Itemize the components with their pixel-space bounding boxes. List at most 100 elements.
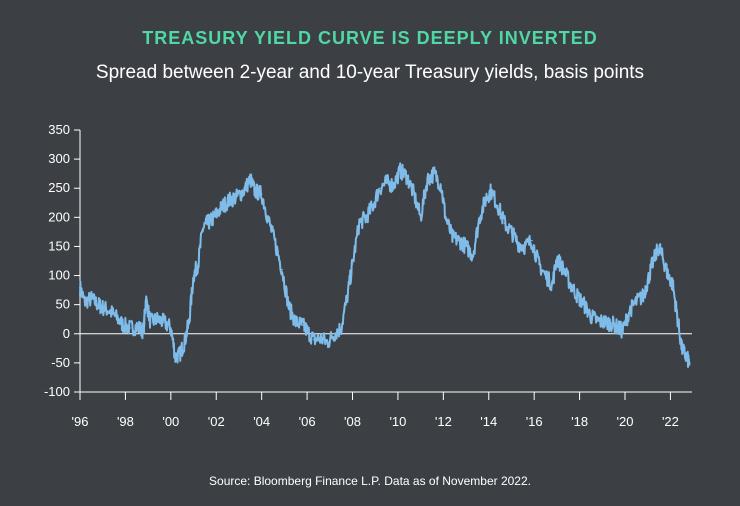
x-tick-label: '18	[571, 414, 588, 429]
y-tick-label: -100	[44, 384, 70, 399]
data-point	[576, 295, 579, 297]
x-tick-label: '22	[662, 414, 679, 429]
data-point	[129, 327, 131, 329]
data-point	[642, 295, 644, 297]
x-tick-label: '16	[526, 414, 543, 429]
y-tick-label: 200	[48, 209, 70, 224]
data-point	[358, 222, 361, 224]
data-point	[242, 190, 245, 192]
data-point	[392, 184, 395, 187]
data-point	[319, 337, 322, 340]
x-tick-label: '12	[435, 414, 452, 429]
data-point	[90, 298, 93, 300]
data-point	[156, 318, 159, 321]
data-point	[192, 274, 195, 277]
data-point	[490, 190, 492, 192]
data-point	[79, 286, 81, 289]
data-point	[101, 306, 104, 309]
data-point	[531, 239, 533, 242]
data-point	[254, 190, 256, 192]
data-point	[301, 324, 304, 326]
data-point	[524, 245, 526, 248]
data-point	[662, 260, 665, 262]
data-point	[215, 213, 218, 216]
x-tick-label: '98	[117, 414, 134, 429]
data-point	[458, 239, 461, 242]
data-point	[274, 242, 277, 245]
data-point	[365, 216, 367, 219]
data-point	[372, 204, 374, 207]
data-point	[671, 283, 674, 286]
data-point	[188, 321, 190, 323]
data-point	[628, 309, 631, 312]
data-point	[603, 321, 606, 323]
data-point	[676, 315, 679, 318]
data-point	[433, 172, 436, 175]
data-point	[378, 187, 381, 190]
x-tick-label: '06	[299, 414, 316, 429]
y-tick-label: -50	[51, 355, 70, 370]
data-point	[440, 184, 442, 187]
series-line	[79, 162, 691, 368]
y-tick-label: 350	[48, 122, 70, 137]
data-point	[145, 298, 147, 300]
data-point	[206, 222, 208, 224]
data-point	[313, 338, 315, 341]
data-point	[617, 327, 619, 329]
chart-title: TREASURY YIELD CURVE IS DEEPLY INVERTED	[142, 28, 598, 48]
data-point	[478, 216, 481, 219]
data-point	[569, 283, 572, 286]
data-point	[451, 236, 454, 239]
x-tick-label: '02	[208, 414, 225, 429]
data-point	[485, 196, 488, 198]
data-point	[419, 216, 422, 219]
y-tick-label: 300	[48, 151, 70, 166]
data-point	[413, 193, 415, 195]
data-point	[97, 303, 99, 306]
data-point	[294, 321, 297, 323]
data-point	[444, 216, 447, 219]
data-point	[306, 330, 308, 332]
data-point	[667, 274, 669, 277]
chart-subtitle: Spread between 2-year and 10-year Treasu…	[95, 62, 645, 83]
data-point	[142, 330, 145, 332]
data-point	[503, 222, 506, 224]
data-point	[115, 316, 118, 319]
data-point	[174, 356, 177, 358]
data-point	[385, 181, 388, 184]
x-tick-label: '20	[617, 414, 634, 429]
data-point	[108, 309, 111, 312]
y-tick-label: 50	[56, 297, 70, 312]
data-point	[635, 300, 638, 303]
data-point	[235, 196, 238, 198]
data-point	[170, 327, 172, 329]
data-point	[472, 254, 474, 256]
data-point	[465, 245, 467, 248]
data-point	[497, 204, 499, 207]
data-point	[210, 219, 213, 222]
data-point	[680, 347, 683, 350]
data-point	[426, 178, 429, 181]
data-point	[183, 341, 186, 344]
data-point	[551, 283, 554, 286]
data-point	[544, 274, 547, 277]
data-point	[517, 242, 520, 245]
data-point	[351, 263, 354, 265]
chart-source: Source: Bloomberg Finance L.P. Data as o…	[209, 474, 531, 488]
x-tick-label: '96	[72, 414, 89, 429]
data-point	[596, 320, 599, 322]
data-point	[340, 327, 342, 329]
data-point	[590, 315, 592, 318]
y-tick-label: 0	[63, 326, 70, 341]
data-point	[621, 330, 624, 332]
data-point	[222, 204, 224, 207]
data-point	[267, 219, 270, 222]
data-point	[201, 228, 204, 230]
data-point	[688, 362, 691, 364]
data-point	[347, 292, 349, 294]
data-point	[583, 303, 585, 306]
x-tick-label: '04	[253, 414, 270, 429]
data-point	[326, 341, 329, 344]
data-point	[288, 306, 290, 309]
